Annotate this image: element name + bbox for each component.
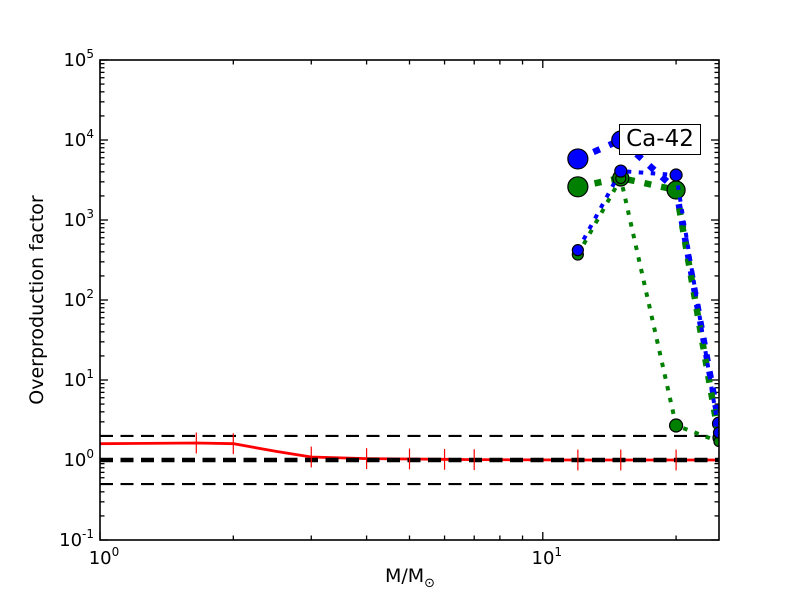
x-axis-label: M/M⊙ bbox=[385, 565, 435, 591]
tick-label: 105 bbox=[63, 47, 94, 71]
green-thin-dashed bbox=[576, 176, 719, 444]
tick-label: 101 bbox=[532, 545, 563, 569]
tick-label: 100 bbox=[89, 545, 120, 569]
tick-label: 104 bbox=[63, 127, 94, 151]
blue-thin-dashed bbox=[576, 169, 719, 433]
solar-mass-symbol: ⊙ bbox=[424, 576, 436, 591]
isotope-annotation-label: Ca-42 bbox=[619, 124, 701, 155]
blue-thin-dashed-marker bbox=[571, 244, 584, 257]
green-thick-dashed-marker bbox=[567, 176, 589, 198]
blue-thin-dashed-marker bbox=[712, 426, 719, 439]
green-thin-dashed-marker bbox=[668, 418, 684, 433]
tick-label: 101 bbox=[63, 367, 94, 391]
plot-frame bbox=[99, 59, 720, 541]
tick-label: 100 bbox=[63, 447, 94, 471]
tick-label: 102 bbox=[63, 287, 94, 311]
tick-label: 10-1 bbox=[59, 527, 94, 551]
x-axis-label-main: M/M bbox=[384, 565, 425, 587]
blue-thick-dashed-marker bbox=[567, 148, 589, 170]
green-thin-dashed-marker bbox=[713, 435, 719, 448]
data-series bbox=[100, 130, 719, 486]
y-axis-label: Overproduction factor bbox=[26, 195, 48, 405]
blue-thin-dashed-marker bbox=[614, 164, 628, 178]
green-thick-dashed bbox=[577, 174, 719, 439]
green-thick-dashed-marker bbox=[666, 180, 686, 200]
tick-label: 103 bbox=[63, 207, 94, 231]
blue-thin-dashed-marker bbox=[669, 168, 683, 182]
